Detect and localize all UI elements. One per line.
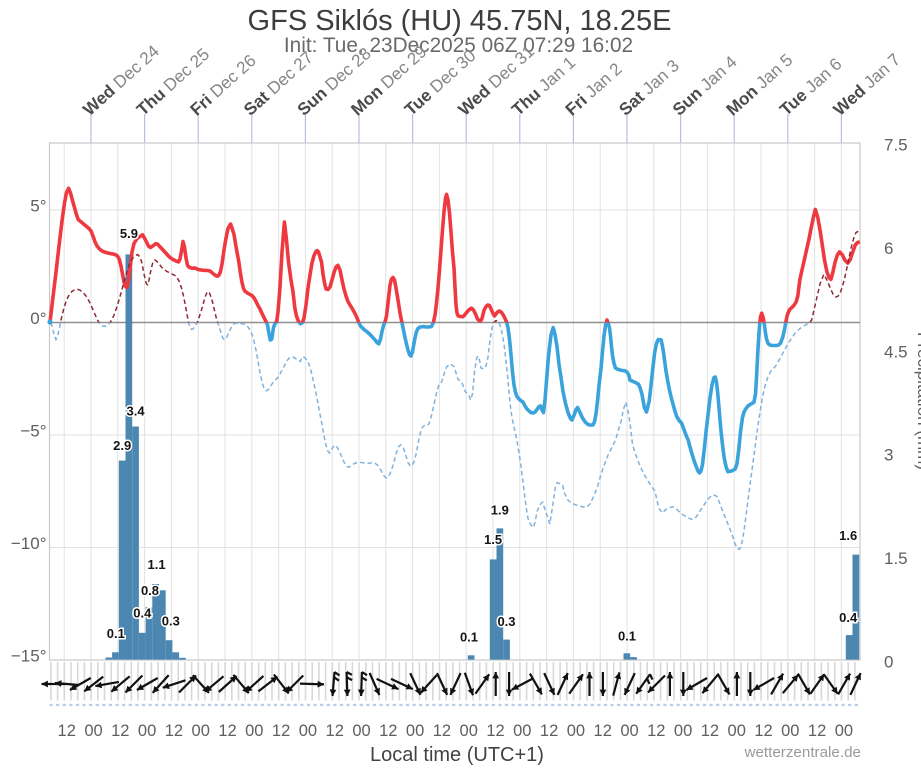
svg-text:12: 12 xyxy=(433,722,451,740)
svg-text:−15°: −15° xyxy=(11,647,47,666)
svg-text:0.1: 0.1 xyxy=(618,629,636,644)
svg-text:0°: 0° xyxy=(30,309,46,328)
svg-text:00: 00 xyxy=(835,722,853,740)
svg-text:00: 00 xyxy=(84,722,102,740)
svg-text:2.9: 2.9 xyxy=(113,438,131,453)
svg-text:0.8: 0.8 xyxy=(141,583,159,598)
svg-text:1.9: 1.9 xyxy=(491,503,509,518)
svg-text:12: 12 xyxy=(701,722,719,740)
svg-text:00: 00 xyxy=(299,722,317,740)
svg-text:−10°: −10° xyxy=(11,534,47,553)
svg-text:00: 00 xyxy=(460,722,478,740)
svg-text:12: 12 xyxy=(111,722,129,740)
svg-text:00: 00 xyxy=(567,722,585,740)
svg-text:12: 12 xyxy=(486,722,504,740)
svg-text:12: 12 xyxy=(165,722,183,740)
svg-text:1.5: 1.5 xyxy=(484,532,502,547)
svg-text:Init: Tue, 23Dec2025 06Z 07:29: Init: Tue, 23Dec2025 06Z 07:29 16:02 xyxy=(284,34,633,57)
svg-text:00: 00 xyxy=(620,722,638,740)
svg-text:7.5: 7.5 xyxy=(884,136,908,155)
svg-text:12: 12 xyxy=(594,722,612,740)
svg-text:12: 12 xyxy=(272,722,290,740)
svg-text:00: 00 xyxy=(674,722,692,740)
svg-text:0.1: 0.1 xyxy=(460,630,478,645)
svg-text:1.5: 1.5 xyxy=(884,549,908,568)
svg-text:12: 12 xyxy=(808,722,826,740)
svg-text:0.4: 0.4 xyxy=(133,606,152,621)
svg-text:wetterzentrale.de: wetterzentrale.de xyxy=(743,744,861,761)
svg-text:3.4: 3.4 xyxy=(127,404,146,419)
svg-text:0.3: 0.3 xyxy=(497,614,515,629)
svg-text:0.4: 0.4 xyxy=(839,610,858,625)
svg-text:5.9: 5.9 xyxy=(120,226,138,241)
svg-text:5°: 5° xyxy=(30,197,46,216)
svg-text:00: 00 xyxy=(513,722,531,740)
svg-text:Local time (UTC+1): Local time (UTC+1) xyxy=(370,744,544,766)
svg-text:12: 12 xyxy=(540,722,558,740)
svg-text:12: 12 xyxy=(647,722,665,740)
svg-text:12: 12 xyxy=(326,722,344,740)
svg-text:0.1: 0.1 xyxy=(107,626,125,641)
svg-text:6: 6 xyxy=(884,239,893,258)
svg-text:0: 0 xyxy=(884,653,893,672)
svg-text:00: 00 xyxy=(245,722,263,740)
svg-text:12: 12 xyxy=(754,722,772,740)
svg-text:0.3: 0.3 xyxy=(162,614,180,629)
svg-text:00: 00 xyxy=(406,722,424,740)
svg-text:Precipitation (mm): Precipitation (mm) xyxy=(914,332,921,470)
svg-text:−5°: −5° xyxy=(20,422,46,441)
svg-text:12: 12 xyxy=(218,722,236,740)
svg-text:12: 12 xyxy=(379,722,397,740)
svg-text:00: 00 xyxy=(138,722,156,740)
svg-text:00: 00 xyxy=(728,722,746,740)
svg-text:12: 12 xyxy=(58,722,76,740)
svg-text:00: 00 xyxy=(781,722,799,740)
svg-text:4.5: 4.5 xyxy=(884,342,908,361)
svg-text:1.1: 1.1 xyxy=(148,557,166,572)
svg-text:00: 00 xyxy=(352,722,370,740)
svg-text:00: 00 xyxy=(192,722,210,740)
svg-text:1.6: 1.6 xyxy=(839,528,857,543)
svg-text:3: 3 xyxy=(884,446,893,465)
svg-text:GFS Siklós (HU) 45.75N, 18.25E: GFS Siklós (HU) 45.75N, 18.25E xyxy=(248,5,672,37)
